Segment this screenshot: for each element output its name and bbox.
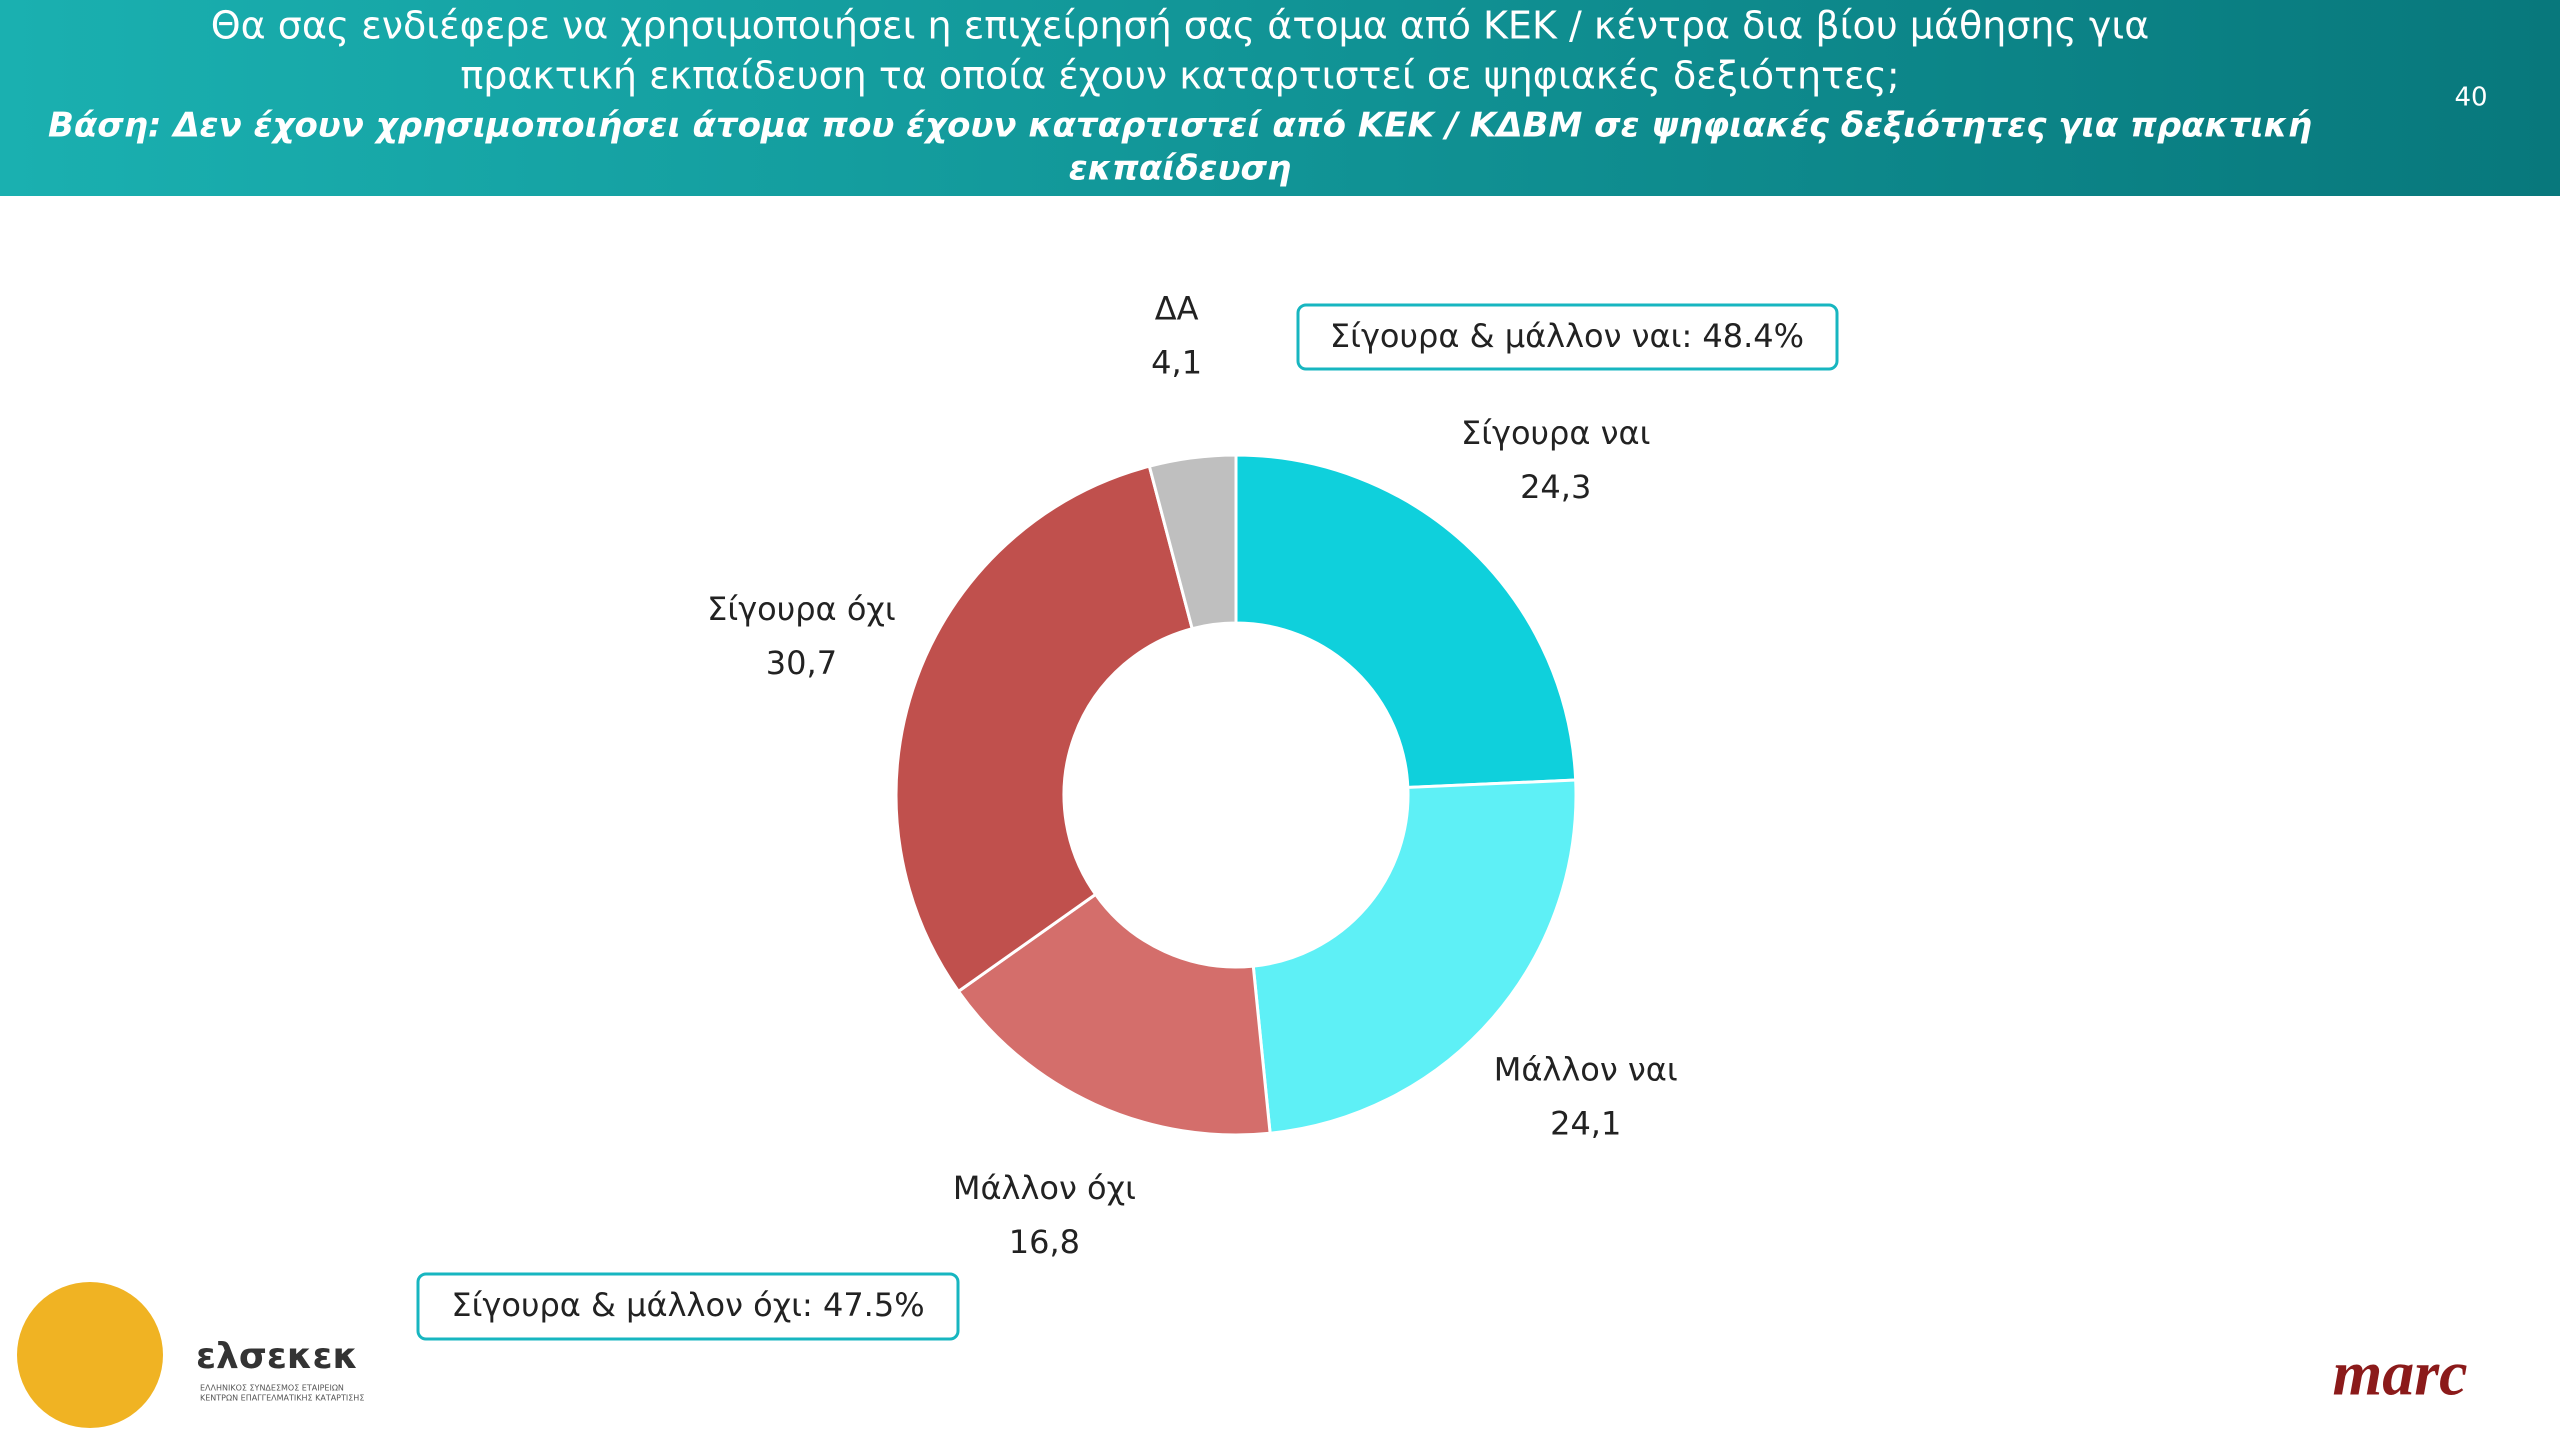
- logo-right: marc: [2332, 1338, 2467, 1409]
- logo-left-sub: ΚΕΝΤΡΩΝ ΕΠΑΓΓΕΛΜΑΤΙΚΗΣ ΚΑΤΑΡΤΙΣΗΣ: [200, 1394, 364, 1403]
- slice-label: Μάλλον ναι: [1494, 1051, 1678, 1089]
- subtitle: Βάση: Δεν έχουν χρησιμοποιήσει άτομα που…: [48, 106, 2312, 146]
- annotation: Σίγουρα & μάλλον ναι: 48.4%: [1330, 317, 1804, 355]
- title: πρακτική εκπαίδευση τα οποία έχουν καταρ…: [460, 54, 1899, 98]
- header-band: [0, 0, 2560, 196]
- logo-circle: [17, 1282, 163, 1428]
- annotation-box: [416, 1272, 960, 1341]
- slice-label: ΔΑ: [1155, 289, 1199, 327]
- page-number: 40: [2454, 83, 2487, 113]
- donut-slice: [1234, 453, 1578, 790]
- donut-slice: [1251, 778, 1578, 1135]
- donut-slice: [1147, 453, 1238, 631]
- value-label: 24,1: [1550, 1105, 1621, 1143]
- value-label: 4,1: [1151, 343, 1202, 381]
- slice-label: Μάλλον όχι: [953, 1169, 1136, 1207]
- annotation-box: [1296, 303, 1839, 371]
- value-label: 24,3: [1520, 468, 1591, 506]
- donut-slice: [956, 892, 1272, 1137]
- donut-slice: [894, 464, 1195, 994]
- slice-label: Σίγουρα όχι: [707, 590, 896, 628]
- logo-left-sub: ΕΛΛΗΝΙΚΟΣ ΣΥΝΔΕΣΜΟΣ ΕΤΑΙΡΕΙΩΝ: [200, 1384, 344, 1393]
- value-label: 16,8: [1009, 1223, 1080, 1261]
- annotation: Σίγουρα & μάλλον όχι: 47.5%: [451, 1286, 924, 1324]
- slice-label: Σίγουρα ναι: [1461, 414, 1650, 452]
- logo-left: ελσεκεκ: [196, 1336, 358, 1377]
- title: Θα σας ενδιέφερε να χρησιμοποιήσει η επι…: [211, 4, 2150, 48]
- value-label: 30,7: [766, 644, 837, 682]
- subtitle: εκπαίδευση: [1069, 149, 1292, 189]
